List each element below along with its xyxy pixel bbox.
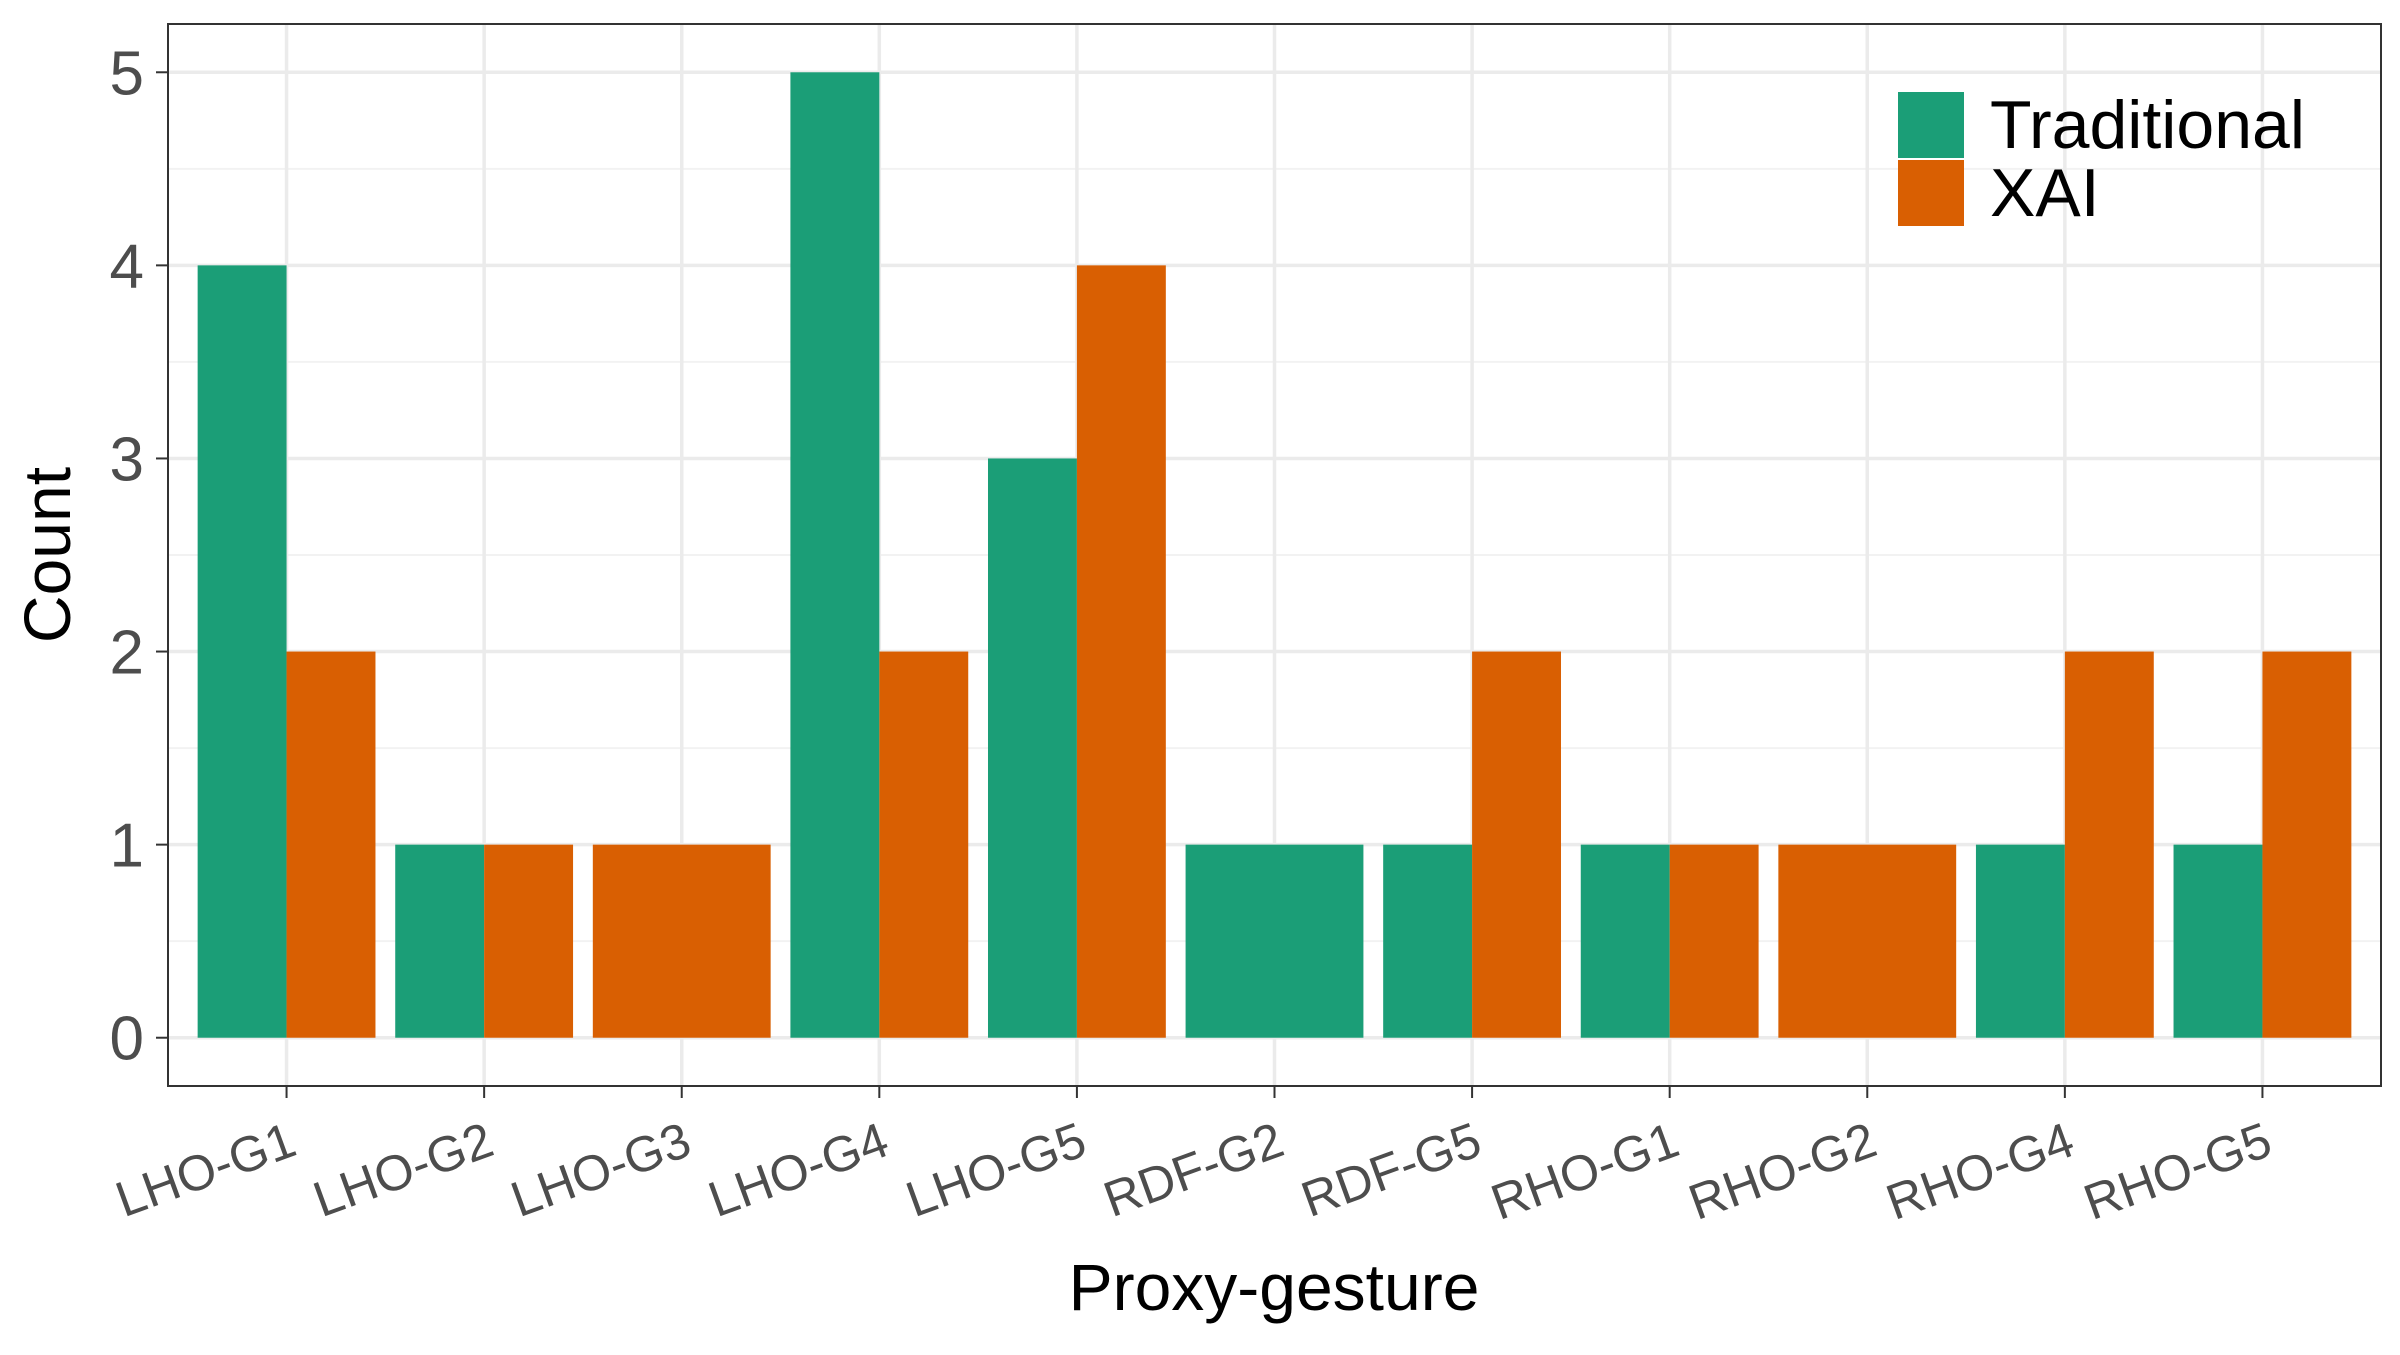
legend-key-traditional <box>1898 92 1964 158</box>
bar-traditional-rho-g1 <box>1580 844 1670 1038</box>
y-tick-label: 0 <box>110 1005 144 1074</box>
bar-traditional-lho-g4 <box>790 72 880 1038</box>
bar-xai-rdf-g5 <box>1472 651 1562 1038</box>
y-tick-label: 3 <box>110 425 144 494</box>
bar-xai-rho-g5 <box>2262 651 2352 1038</box>
bar-traditional-rdf-g5 <box>1383 844 1473 1038</box>
legend-label-xai: XAI <box>1990 155 2100 231</box>
bar-xai-rho-g2 <box>1778 844 1957 1038</box>
bars <box>197 72 2352 1038</box>
y-axis-title: Count <box>10 467 84 643</box>
bar-xai-rho-g4 <box>2064 651 2154 1038</box>
legend-key-xai <box>1898 160 1964 226</box>
bar-xai-lho-g5 <box>1076 265 1166 1038</box>
bar-traditional-rho-g4 <box>1975 844 2065 1038</box>
bar-traditional-lho-g1 <box>197 265 287 1038</box>
bar-xai-rho-g1 <box>1669 844 1759 1038</box>
bar-traditional-rho-g5 <box>2173 844 2263 1038</box>
bar-xai-lho-g4 <box>879 651 969 1038</box>
x-axis-title: Proxy-gesture <box>1069 1250 1480 1324</box>
y-tick-label: 2 <box>110 619 144 688</box>
y-tick-label: 1 <box>110 812 144 881</box>
y-tick-label: 4 <box>110 232 144 301</box>
bar-traditional-rdf-g2 <box>1185 844 1364 1038</box>
bar-xai-lho-g2 <box>484 844 574 1038</box>
bar-traditional-lho-g2 <box>395 844 485 1038</box>
y-tick-label: 5 <box>110 39 144 108</box>
bar-traditional-lho-g5 <box>987 458 1077 1038</box>
bar-xai-lho-g1 <box>286 651 376 1038</box>
bar-xai-lho-g3 <box>592 844 771 1038</box>
legend-label-traditional: Traditional <box>1990 87 2305 163</box>
